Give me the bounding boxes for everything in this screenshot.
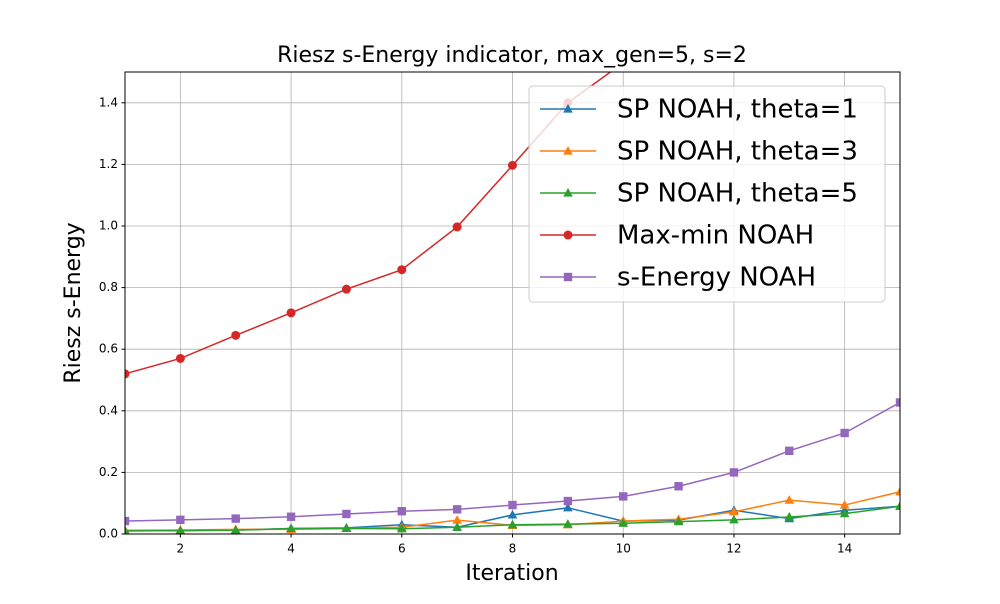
point [840, 428, 849, 438]
point [452, 515, 462, 524]
x-tick-label: 4 [287, 542, 295, 556]
point [286, 512, 296, 521]
x-tick-label: 2 [177, 542, 185, 556]
x-axis-label: Iteration [465, 561, 558, 586]
point [508, 500, 517, 510]
point [563, 502, 573, 512]
point [839, 500, 850, 509]
legend-marker [563, 272, 573, 282]
point [895, 501, 900, 510]
point [397, 265, 407, 275]
plot-area [125, 6, 900, 534]
point [452, 505, 462, 514]
legend-label: s-Energy NOAH [617, 263, 816, 293]
point [231, 514, 240, 523]
point [674, 482, 683, 491]
y-tick-label: 0.6 [99, 342, 118, 356]
point [341, 523, 352, 533]
point [231, 330, 241, 340]
point [341, 284, 351, 294]
point [895, 398, 900, 407]
chart-title: Riesz s-Energy indicator, max_gen=5, s=2 [277, 43, 747, 68]
x-tick-label: 12 [726, 542, 741, 556]
point [619, 492, 628, 501]
point [125, 525, 130, 534]
x-tick-label: 14 [837, 542, 852, 556]
axes-frame [124, 71, 901, 535]
point [230, 525, 241, 534]
point [396, 523, 407, 533]
y-tick-label: 0.0 [99, 527, 118, 541]
legend: SP NOAH, theta=1 SP NOAH, theta=3 SP NOAH,… [528, 85, 886, 303]
legend-label: SP NOAH, theta=1 [617, 95, 858, 125]
y-tick-label: 1.4 [99, 95, 118, 109]
legend-marker [563, 188, 573, 197]
y-tick-label: 1.0 [99, 219, 118, 233]
point [729, 514, 739, 524]
point [563, 496, 573, 506]
point [674, 6, 683, 15]
legend-label: SP NOAH, theta=3 [617, 137, 858, 167]
point [452, 522, 462, 531]
point [784, 495, 795, 504]
point [507, 519, 518, 529]
legend-label: Max-min NOAH [617, 221, 814, 251]
point [508, 160, 517, 170]
y-tick-label: 0.4 [99, 403, 118, 417]
point [563, 519, 573, 528]
point [397, 507, 406, 516]
legend-marker [563, 104, 573, 113]
point [729, 468, 739, 477]
legend-box [528, 85, 886, 303]
x-tick-label: 6 [398, 542, 406, 556]
point [176, 515, 185, 525]
legend-marker [563, 230, 573, 240]
point [286, 308, 296, 318]
y-tick-label: 0.2 [99, 465, 118, 479]
x-tick-label: 8 [509, 542, 517, 556]
legend-marker [563, 146, 573, 155]
point [452, 222, 462, 232]
point [673, 516, 684, 526]
point [618, 518, 629, 527]
point [839, 508, 850, 518]
point [342, 509, 351, 519]
point [729, 506, 739, 516]
point [125, 369, 130, 379]
y-tick-label: 0.8 [99, 280, 118, 294]
y-axis-label: Riesz s-Energy [61, 222, 86, 383]
y-tick-label: 1.2 [99, 157, 118, 171]
legend-label: SP NOAH, theta=5 [617, 179, 858, 209]
point [507, 509, 518, 519]
point [784, 512, 795, 521]
point [175, 353, 185, 363]
point [125, 516, 130, 526]
point [895, 486, 900, 496]
point [175, 525, 186, 534]
x-tick-label: 10 [616, 542, 631, 556]
point [785, 446, 794, 456]
point [286, 523, 296, 533]
